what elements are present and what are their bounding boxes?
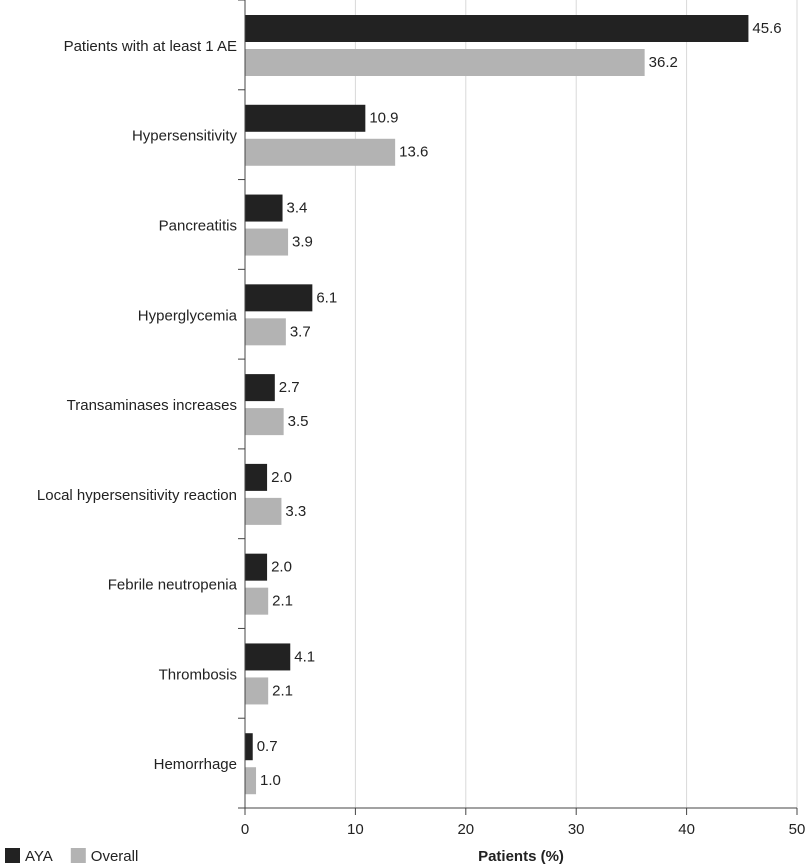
bar (245, 318, 286, 346)
y-tick-label: Patients with at least 1 AE (64, 38, 237, 55)
bar (245, 733, 253, 761)
value-label: 10.9 (369, 110, 398, 127)
x-axis-label: Patients (%) (478, 848, 564, 865)
value-label: 3.7 (290, 323, 311, 340)
value-label: 3.4 (287, 200, 308, 217)
y-tick-label: Local hypersensitivity reaction (37, 487, 237, 504)
bar (245, 15, 749, 42)
value-label: 2.0 (271, 469, 292, 486)
value-label: 0.7 (257, 738, 278, 755)
y-tick-label: Transaminases increases (67, 397, 237, 414)
bar (245, 104, 366, 132)
bar (245, 194, 283, 222)
value-label: 4.1 (294, 648, 315, 665)
bar (245, 677, 269, 705)
value-label: 2.1 (272, 682, 293, 699)
x-tick-label: 40 (678, 821, 695, 838)
y-tick-label: Pancreatitis (159, 218, 237, 235)
bar (245, 643, 291, 671)
y-tick-label: Thrombosis (159, 666, 237, 683)
value-label: 36.2 (649, 54, 678, 71)
bar (245, 587, 269, 615)
bar (245, 49, 645, 76)
y-tick-label: Hyperglycemia (138, 307, 238, 324)
value-label: 13.6 (399, 144, 428, 161)
y-tick-label: Hypersensitivity (132, 128, 238, 145)
value-label: 2.1 (272, 593, 293, 610)
value-label: 3.9 (292, 234, 313, 251)
bar (245, 374, 275, 402)
bar (245, 138, 396, 166)
bar (245, 767, 257, 795)
x-tick-label: 20 (457, 821, 474, 838)
x-tick-label: 30 (568, 821, 585, 838)
bar (245, 228, 289, 256)
x-tick-label: 0 (241, 821, 249, 838)
legend-swatch (70, 848, 86, 863)
legend-label: Overall (91, 848, 139, 865)
bar (245, 463, 268, 491)
value-label: 1.0 (260, 772, 281, 789)
value-label: 3.3 (285, 503, 306, 520)
value-label: 2.0 (271, 559, 292, 576)
bar (245, 284, 313, 312)
value-label: 2.7 (279, 379, 300, 396)
value-label: 45.6 (752, 20, 781, 37)
legend-swatch (5, 848, 20, 863)
y-tick-label: Hemorrhage (154, 756, 237, 773)
x-tick-label: 10 (347, 821, 364, 838)
value-label: 6.1 (316, 289, 337, 306)
y-tick-label: Febrile neutropenia (108, 577, 238, 594)
bar (245, 497, 282, 525)
bar (245, 408, 284, 436)
x-tick-label: 50 (789, 821, 806, 838)
bar (245, 553, 268, 581)
value-label: 3.5 (288, 413, 309, 430)
legend-label: AYA (25, 848, 53, 865)
